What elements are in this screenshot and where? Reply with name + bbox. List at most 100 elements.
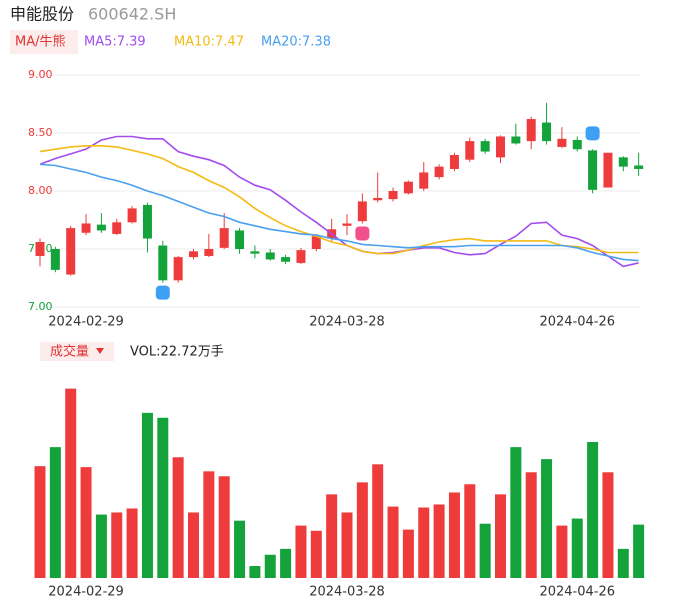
- candle-body: [496, 136, 505, 158]
- candle-body: [204, 249, 214, 256]
- x-tick-label: 2024-03-28: [309, 585, 385, 600]
- volume-bar: [356, 482, 368, 578]
- volume-bar: [464, 484, 476, 578]
- legend-entry: MA5:7.39: [84, 35, 146, 50]
- y-tick-label: 8.00: [28, 184, 53, 197]
- x-tick-label: 2024-04-26: [539, 315, 615, 330]
- candle-body: [96, 224, 106, 231]
- candle-body: [127, 208, 137, 223]
- candle-body: [81, 223, 91, 233]
- candle-body: [142, 204, 152, 239]
- volume-bar: [525, 472, 537, 578]
- candle-body: [634, 165, 644, 169]
- ma-line: [39, 145, 639, 255]
- volume-button-bg[interactable]: [40, 342, 114, 361]
- indicator-button[interactable]: MA/牛熊: [15, 34, 66, 50]
- volume-bar: [295, 525, 307, 578]
- x-tick-label: 2024-04-26: [539, 585, 615, 600]
- volume-bar: [264, 554, 276, 578]
- volume-bar: [633, 524, 645, 578]
- candle-body: [265, 252, 275, 260]
- candle-body: [219, 228, 229, 248]
- candle-body: [603, 152, 613, 188]
- volume-bar: [249, 566, 261, 578]
- y-tick-label: 7.00: [28, 300, 53, 313]
- candle-body: [66, 228, 76, 275]
- volume-bar: [617, 548, 629, 578]
- volume-bar: [448, 492, 460, 578]
- volume-bar: [172, 457, 184, 578]
- volume-bar: [433, 504, 445, 578]
- volume-bar: [218, 476, 230, 578]
- candle-body: [296, 250, 306, 263]
- candle-body: [50, 249, 60, 270]
- signal-badge: [355, 226, 370, 241]
- candle-body: [158, 245, 168, 281]
- volume-bar: [571, 518, 583, 578]
- ma-line: [39, 135, 639, 268]
- candle-body: [250, 251, 260, 254]
- candle-body: [434, 166, 444, 178]
- candle-body: [342, 223, 352, 226]
- volume-bar: [65, 388, 77, 578]
- volume-bar: [372, 464, 384, 578]
- candle-body: [511, 136, 521, 144]
- candle-body: [373, 197, 383, 201]
- candle-body: [357, 201, 367, 222]
- volume-bar: [541, 459, 553, 578]
- candle-body: [618, 157, 628, 167]
- volume-bar: [126, 508, 138, 578]
- candle-body: [526, 119, 536, 142]
- stock-name: 申能股份: [10, 5, 74, 24]
- volume-bar: [111, 512, 123, 578]
- volume-bar: [556, 525, 568, 578]
- legend-entry: MA10:7.47: [174, 35, 244, 50]
- candle-body: [388, 191, 398, 200]
- volume-bar: [188, 512, 199, 578]
- volume-button[interactable]: 成交量: [50, 344, 89, 360]
- volume-bar: [387, 506, 399, 578]
- candle-body: [235, 230, 245, 249]
- volume-bar: [479, 523, 491, 578]
- volume-value: VOL:22.72万手: [130, 345, 224, 360]
- candle-body: [465, 141, 475, 160]
- candle-body: [311, 236, 321, 249]
- volume-bar: [234, 520, 246, 578]
- volume-bar: [402, 529, 414, 578]
- signal-badge: [585, 126, 600, 141]
- volume-bar: [418, 507, 430, 578]
- legend-entry: MA20:7.38: [261, 35, 331, 50]
- ma-line: [39, 163, 639, 262]
- candle-body: [557, 138, 567, 147]
- volume-bar: [280, 548, 292, 578]
- volume-bar: [326, 494, 338, 578]
- volume-bar: [495, 494, 506, 578]
- volume-bar: [34, 466, 46, 578]
- candle-body: [588, 150, 598, 190]
- candle-body: [189, 251, 198, 258]
- candle-body: [112, 222, 122, 234]
- volume-bar: [602, 472, 614, 578]
- candle-body: [403, 181, 413, 194]
- candle-body: [480, 141, 490, 152]
- volume-bar: [203, 471, 215, 578]
- volume-bar: [341, 512, 353, 578]
- signal-badge: [155, 285, 170, 300]
- indicator-button-bg[interactable]: [10, 30, 78, 54]
- candle-body: [419, 172, 429, 189]
- candle-body: [572, 139, 582, 150]
- volume-bar: [141, 412, 153, 578]
- x-tick-label: 2024-02-29: [48, 315, 124, 330]
- volume-bar: [310, 530, 322, 578]
- volume-bar: [95, 514, 107, 578]
- volume-bar: [587, 441, 599, 578]
- candle-body: [542, 122, 552, 142]
- volume-bar: [157, 417, 169, 578]
- dropdown-caret: [96, 348, 104, 354]
- candle-body: [449, 155, 459, 169]
- volume-bar: [49, 447, 61, 578]
- x-tick-label: 2024-03-28: [309, 315, 385, 330]
- y-tick-label: 9.00: [28, 68, 53, 81]
